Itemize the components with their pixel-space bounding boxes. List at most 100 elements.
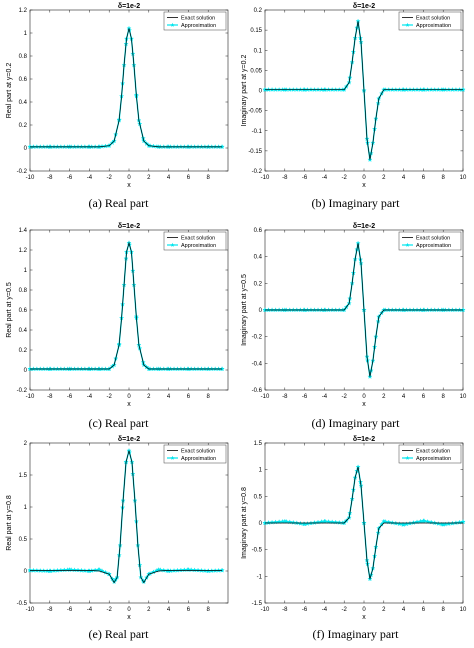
x-axis-label: x: [362, 401, 366, 408]
y-tick-label: 1.2: [19, 8, 28, 14]
y-tick-label: 1: [24, 268, 28, 274]
x-tick-label: -4: [322, 607, 328, 613]
y-tick-label: -0.2: [17, 169, 28, 175]
chart-1: -10 -8 -6 -4 -2 0 2 4 6 8 -0.2 0 0.2 0.4 0.6 0.8 1 1.2 δ=1…: [6, 3, 229, 189]
x-tick-label: -2: [342, 394, 348, 400]
y-tick-label: 2: [24, 441, 28, 447]
x-tick-label: -10: [261, 607, 270, 613]
y-tick-label: 1.5: [19, 473, 28, 479]
series-line-exact-solution: [265, 466, 463, 580]
y-tick-label: 1: [259, 468, 263, 474]
x-tick-label: 10: [460, 607, 467, 613]
x-tick-label: -8: [47, 607, 53, 613]
approximation-marker: [389, 520, 395, 525]
caption-d: (d) Imaginary part: [311, 416, 400, 430]
x-tick-label: -10: [261, 175, 270, 181]
y-tick-label: 0.6: [19, 308, 28, 314]
y-axis-label: Real part at y=0.5: [6, 282, 13, 338]
x-tick-label: -8: [47, 175, 53, 181]
approximation-marker: [411, 520, 416, 525]
x-tick-label: 6: [187, 175, 191, 181]
y-tick-label: 0: [24, 368, 28, 374]
x-tick-label: 8: [207, 607, 211, 613]
y-tick-label: 1: [24, 505, 28, 511]
y-tick-label: 0.6: [19, 77, 28, 83]
approximation-point: [282, 518, 288, 524]
y-tick-label: 1.5: [254, 441, 263, 447]
legend-box: [163, 11, 227, 31]
x-tick-label: 0: [362, 394, 366, 400]
y-tick-label: 0.05: [250, 68, 262, 74]
legend-box: [163, 444, 227, 464]
x-tick-label: 6: [187, 394, 191, 400]
y-tick-label: 1.2: [19, 248, 28, 254]
plot-area: [29, 9, 229, 172]
x-tick-label: 10: [460, 175, 467, 181]
x-tick-label: 6: [187, 607, 191, 613]
x-tick-label: -6: [302, 175, 308, 181]
y-tick-label: 1: [24, 31, 28, 37]
x-tick-label: 8: [207, 175, 211, 181]
x-tick-label: -2: [107, 394, 113, 400]
legend-label-exact: Exact solution: [416, 236, 450, 242]
x-tick-label: 8: [442, 607, 446, 613]
chart-title: δ=1e-2: [118, 436, 140, 443]
caption-a: (a) Real part: [88, 196, 149, 210]
x-tick-label: -4: [87, 175, 93, 181]
y-tick-label: 0.5: [254, 494, 263, 500]
x-tick-label: 8: [442, 175, 446, 181]
legend-marker-approximation: [405, 22, 410, 27]
y-axis-label: Real part at y=0.8: [6, 495, 13, 551]
legend-box: [163, 231, 227, 251]
x-tick-label: 6: [422, 175, 426, 181]
x-axis-label: x: [362, 614, 366, 621]
y-axis-label: Imaginary part at y=0.5: [241, 274, 248, 346]
y-tick-label: 1.4: [19, 228, 28, 234]
chart-title: δ=1e-2: [118, 3, 140, 10]
legend-marker-approximation: [170, 22, 175, 27]
chart-title: δ=1e-2: [353, 223, 375, 230]
legend-box: [398, 444, 462, 464]
chart-3: -10 -8 -6 -4 -2 0 2 4 6 8 -0.2 0 0.2 0.4 0.6 0.8 1 1.2 1.4…: [6, 223, 229, 408]
y-tick-label: 0: [24, 569, 28, 575]
x-tick-label: 2: [147, 394, 151, 400]
y-tick-label: -0.1: [252, 129, 263, 135]
series-line-exact-solution: [30, 241, 223, 370]
y-tick-label: 0.2: [254, 8, 263, 14]
y-tick-label: 0.15: [250, 28, 262, 34]
caption-f: (f) Imaginary part: [312, 627, 399, 641]
x-tick-label: 4: [167, 607, 171, 613]
legend-marker-approximation: [170, 242, 175, 247]
legend-marker-approximation: [405, 242, 410, 247]
y-axis-label: Imaginary part at y=0.2: [241, 55, 248, 127]
y-tick-label: -0.6: [252, 388, 263, 394]
legend-label-exact: Exact solution: [416, 16, 450, 22]
x-tick-label: 4: [167, 175, 171, 181]
x-tick-label: 4: [402, 607, 406, 613]
x-tick-label: -8: [282, 175, 288, 181]
x-tick-label: -2: [107, 607, 113, 613]
legend-label-approximation: Approximation: [416, 23, 451, 29]
x-tick-label: 2: [382, 394, 386, 400]
chart-2: -10 -8 -6 -4 -2 0 2 4 6 8 10 -0.2 -0.15 -0.1 -0.05 0 0.0…: [241, 3, 467, 189]
chart-title: δ=1e-2: [118, 223, 140, 230]
x-tick-label: 8: [442, 394, 446, 400]
caption-e: (e) Real part: [88, 627, 149, 641]
y-tick-label: -0.2: [252, 169, 263, 175]
y-tick-label: -0.15: [248, 149, 262, 155]
x-tick-label: 6: [422, 607, 426, 613]
x-tick-label: -2: [107, 175, 113, 181]
legend-label-approximation: Approximation: [416, 243, 451, 249]
series-line-exact-solution: [30, 450, 223, 584]
x-tick-label: -10: [26, 175, 35, 181]
x-tick-label: -10: [261, 394, 270, 400]
x-tick-label: -6: [67, 607, 73, 613]
y-tick-label: 0.8: [19, 288, 28, 294]
x-tick-label: 4: [167, 394, 171, 400]
x-axis-label: x: [362, 182, 366, 189]
